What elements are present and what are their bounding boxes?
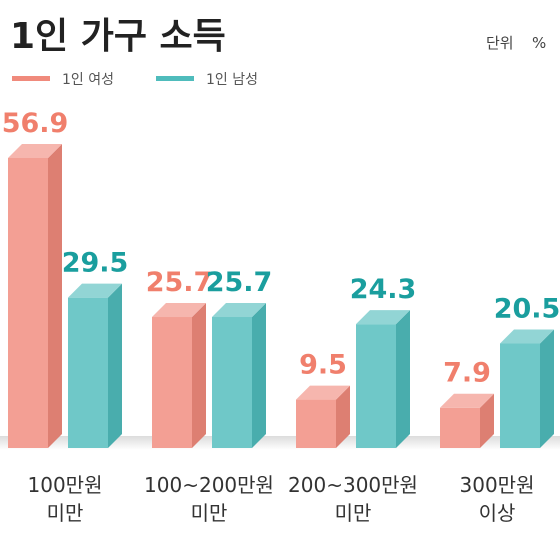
legend: 1인 여성 1인 남성 — [12, 72, 258, 88]
bar-side — [540, 329, 554, 448]
value-label-female-2: 25.7 — [146, 267, 213, 298]
bar-front — [500, 343, 540, 448]
category-label-4-line-2: 이상 — [479, 501, 516, 525]
bar-top — [8, 144, 62, 158]
bar-front — [356, 324, 396, 448]
bar-side — [336, 385, 350, 448]
bar-side — [252, 303, 266, 448]
bar-front — [152, 317, 192, 448]
value-label-male-1: 29.5 — [62, 248, 129, 279]
bar-front — [8, 158, 48, 448]
bar-side — [48, 144, 62, 448]
bar-top — [500, 329, 554, 344]
bar-female-1 — [8, 144, 62, 448]
legend-label-2: 1인 남성 — [206, 72, 258, 88]
legend-swatch-2 — [156, 76, 194, 81]
bar-male-2 — [212, 303, 266, 448]
bar-front — [212, 317, 252, 448]
value-label-male-2: 25.7 — [206, 267, 273, 298]
bar-top — [212, 303, 266, 318]
bar-top — [296, 385, 350, 400]
value-label-female-4: 7.9 — [443, 358, 491, 389]
bar-front — [440, 407, 480, 448]
bar-male-4 — [500, 329, 554, 448]
unit-label: 단위 — [486, 34, 514, 52]
category-label-2-line-1: 100~200만원 — [144, 473, 274, 497]
value-label-female-1: 56.9 — [2, 108, 69, 139]
unit-value: % — [532, 34, 546, 52]
category-label-1-line-1: 100만원 — [28, 473, 103, 497]
category-label-4-line-1: 300만원 — [460, 473, 535, 497]
legend-swatch-1 — [12, 76, 50, 81]
category-label-2-line-2: 미만 — [191, 501, 228, 525]
bar-front — [68, 297, 108, 448]
bar-side — [192, 303, 206, 448]
bar-male-1 — [68, 283, 122, 448]
category-label-1-line-2: 미만 — [47, 501, 84, 525]
bar-top — [356, 310, 410, 325]
bar-female-3 — [296, 385, 350, 448]
bar-top — [440, 393, 494, 408]
bar-female-2 — [152, 303, 206, 448]
bar-female-4 — [440, 393, 494, 448]
bar-side — [480, 393, 494, 448]
category-label-3-line-1: 200~300만원 — [288, 473, 418, 497]
bars-layer — [8, 144, 554, 448]
bar-side — [108, 283, 122, 448]
bar-side — [396, 310, 410, 448]
chart-title: 1인 가구 소득 — [10, 16, 226, 57]
category-label-3-line-2: 미만 — [335, 501, 372, 525]
bar-male-3 — [356, 310, 410, 448]
bar-top — [152, 303, 206, 318]
bar-top — [68, 283, 122, 298]
value-labels-layer: 56.9 25.7 9.5 7.9 29.5 25.7 24.3 20.5 — [2, 108, 560, 389]
value-label-male-4: 20.5 — [494, 294, 560, 325]
bar-front — [296, 399, 336, 448]
floor-shadow — [0, 436, 560, 450]
legend-label-1: 1인 여성 — [62, 72, 114, 88]
value-label-female-3: 9.5 — [299, 350, 347, 381]
value-label-male-3: 24.3 — [350, 274, 417, 305]
